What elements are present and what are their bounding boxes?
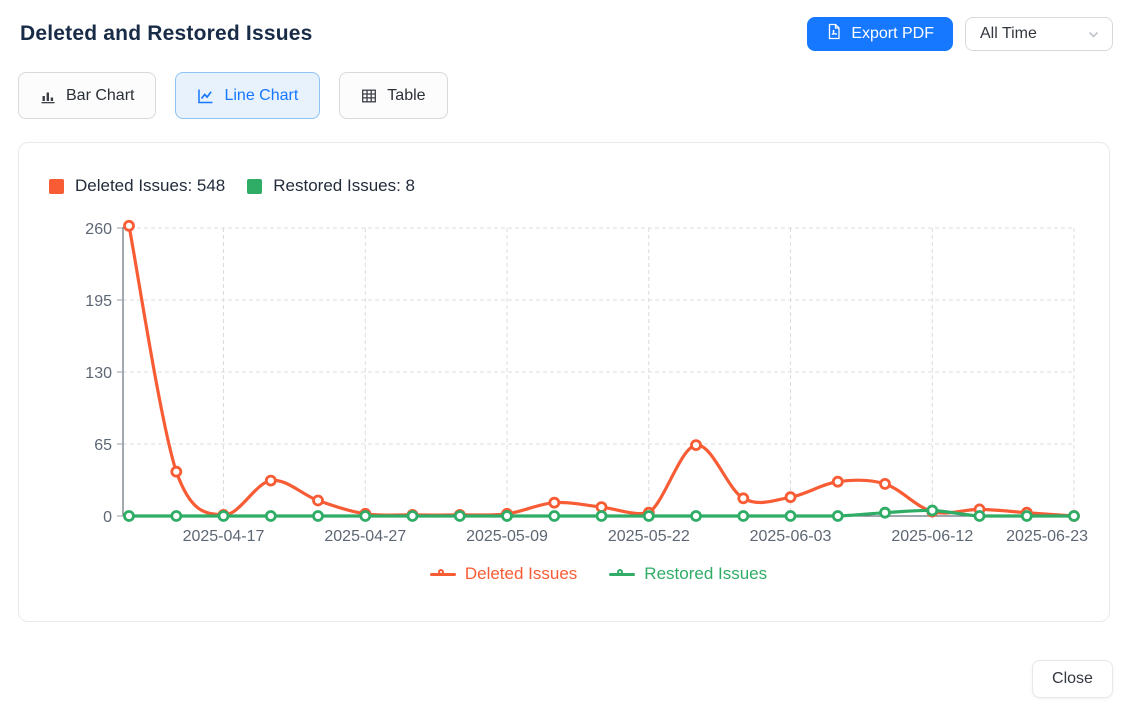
deleted-total-label: Deleted Issues: 548 — [75, 176, 226, 195]
series-legend: Deleted Issues Restored Issues — [123, 564, 1074, 584]
tab-table-label: Table — [387, 86, 426, 104]
time-range-select[interactable]: All Time — [965, 17, 1113, 51]
line-chart[interactable]: 0 65 130 195 260 2025-04-17 2025-04-27 2025-05-… — [19, 143, 1109, 621]
svg-text:0: 0 — [103, 509, 112, 526]
svg-text:2025-06-23: 2025-06-23 — [1006, 528, 1088, 545]
export-pdf-label: Export PDF — [851, 25, 934, 42]
time-range-value: All Time — [980, 25, 1037, 42]
legend-restored-label: Restored Issues — [644, 564, 768, 583]
svg-text:2025-05-09: 2025-05-09 — [466, 528, 548, 545]
tab-table[interactable]: Table — [339, 72, 448, 119]
page-title: Deleted and Restored Issues — [20, 22, 313, 45]
header: Deleted and Restored Issues Export PDF A… — [20, 14, 1113, 54]
restored-swatch-icon — [247, 178, 263, 194]
tab-bar-chart-label: Bar Chart — [66, 86, 135, 104]
summary-legend: Deleted Issues: 548 Restored Issues: 8 — [49, 176, 415, 196]
close-button[interactable]: Close — [1032, 660, 1113, 698]
deleted-swatch-icon — [49, 178, 64, 194]
svg-text:260: 260 — [85, 221, 112, 238]
export-pdf-button[interactable]: Export PDF — [807, 17, 953, 51]
svg-text:195: 195 — [85, 293, 112, 310]
line-marker-icon — [609, 568, 636, 576]
svg-text:2025-05-22: 2025-05-22 — [608, 528, 690, 545]
bar-chart-icon — [40, 88, 56, 104]
header-actions: Export PDF All Time — [807, 17, 1113, 51]
tab-bar-chart[interactable]: Bar Chart — [18, 72, 157, 119]
chevron-down-icon — [1087, 28, 1100, 41]
svg-text:130: 130 — [85, 365, 112, 382]
pdf-file-icon — [826, 23, 842, 45]
tab-line-chart[interactable]: Line Chart — [175, 72, 321, 119]
chart-card: Deleted Issues: 548 Restored Issues: 8 0… — [18, 142, 1110, 622]
line-marker-icon — [429, 568, 456, 576]
restored-total-label: Restored Issues: 8 — [273, 176, 416, 195]
legend-restored-issues[interactable]: Restored Issues — [609, 564, 767, 584]
table-icon — [361, 88, 377, 104]
svg-text:2025-06-03: 2025-06-03 — [750, 528, 832, 545]
svg-text:65: 65 — [94, 437, 112, 454]
svg-text:2025-04-27: 2025-04-27 — [324, 528, 406, 545]
legend-deleted-issues[interactable]: Deleted Issues — [429, 564, 578, 584]
view-tabs: Bar Chart Line Chart Table — [18, 72, 448, 119]
svg-text:2025-06-12: 2025-06-12 — [891, 528, 973, 545]
legend-item-deleted: Deleted Issues: 548 — [49, 176, 225, 196]
legend-item-restored: Restored Issues: 8 — [247, 176, 415, 196]
line-chart-icon — [197, 88, 214, 104]
tab-line-chart-label: Line Chart — [224, 86, 299, 104]
svg-text:2025-04-17: 2025-04-17 — [183, 528, 265, 545]
legend-deleted-label: Deleted Issues — [464, 564, 578, 583]
